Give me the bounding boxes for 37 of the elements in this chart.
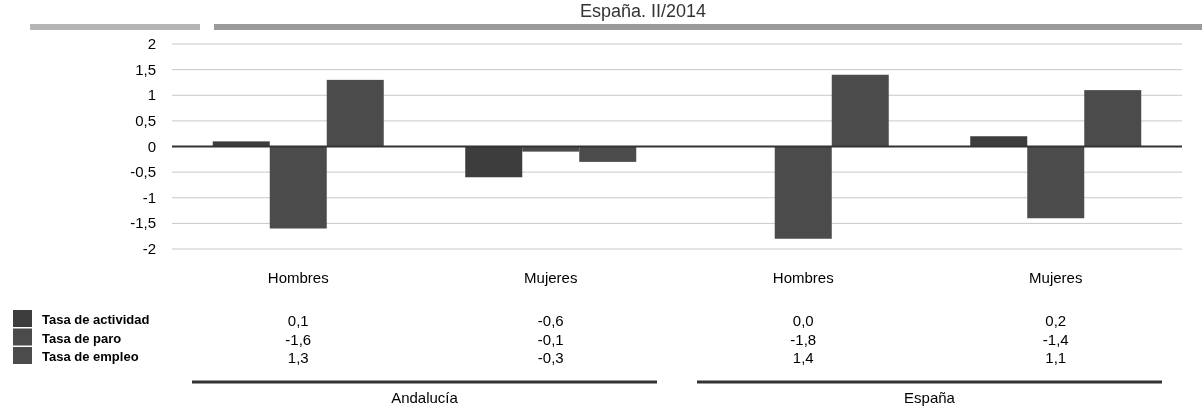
data-label: -1,8 [790, 330, 817, 348]
data-label: -0,1 [537, 330, 564, 348]
bar [1027, 146, 1085, 219]
data-label: 0,0 [792, 312, 814, 329]
x-tick-label: Hombres [267, 269, 329, 286]
y-tick-label: 1 [147, 86, 156, 104]
data-label: 1,3 [287, 349, 309, 366]
y-tick-label: 0,5 [135, 111, 156, 129]
y-tick-label: 1,5 [135, 60, 156, 78]
bar [831, 74, 889, 147]
text: Andalucía [391, 389, 459, 406]
data-label: -1,6 [285, 330, 312, 348]
y-tick-label: -0,5 [130, 163, 156, 181]
bar [269, 146, 327, 229]
legend-label: Tasa de empleo [42, 349, 139, 364]
legend-label: Tasa de paro [42, 330, 122, 346]
data-label: -1,4 [1042, 330, 1069, 348]
y-tick-label: -1,5 [130, 214, 156, 232]
x-tick-label: Mujeres [524, 269, 578, 286]
x-tick-label: Mujeres [1029, 269, 1083, 286]
data-label: 0,2 [1045, 312, 1067, 329]
y-tick-label: -1 [142, 188, 156, 206]
data-label: -0,3 [537, 349, 564, 366]
data-label: 1,4 [792, 349, 814, 366]
data-label: -0,6 [537, 312, 564, 329]
y-tick-label: -2 [142, 240, 156, 257]
data-label: 0,1 [287, 312, 309, 329]
data-label: 1,1 [1045, 349, 1067, 366]
text: España [904, 389, 956, 406]
legend-label: Tasa de actividad [42, 312, 150, 327]
bar [774, 146, 832, 239]
chart-title: España. II/2014 [580, 1, 707, 21]
x-tick-label: Hombres [772, 269, 834, 286]
y-tick-label: 2 [147, 35, 156, 52]
bar [1084, 90, 1142, 147]
y-tick-label: 0 [147, 137, 156, 155]
bar [326, 79, 384, 147]
